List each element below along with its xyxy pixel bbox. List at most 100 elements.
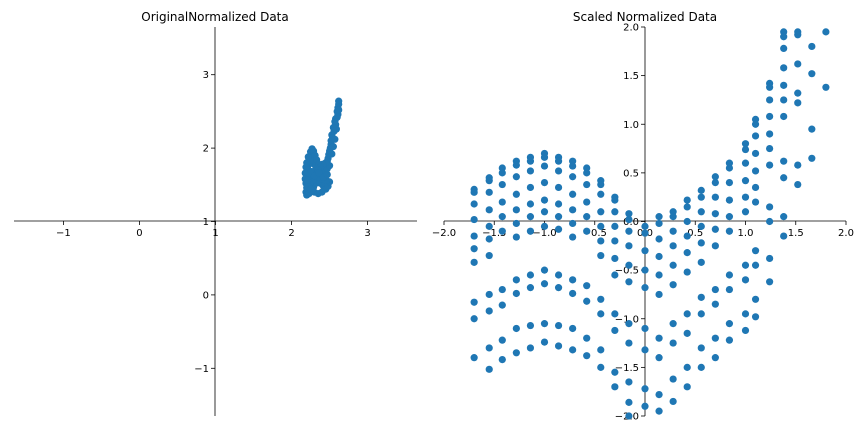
right-scatter-point — [540, 222, 549, 230]
right-scatter-point — [597, 237, 605, 245]
right-scatter-point — [641, 266, 649, 274]
right-scatter-point — [583, 334, 591, 342]
right-scatter-point — [669, 261, 677, 269]
right-scatter-point — [512, 276, 520, 284]
right-scatter-point — [711, 242, 719, 250]
right-scatter-point — [683, 196, 691, 204]
right-scatter-point — [766, 161, 774, 169]
right-scatter-point — [641, 385, 649, 393]
right-scatter-point — [540, 338, 549, 346]
right-scatter-point — [498, 301, 506, 309]
right-scatter-point — [540, 153, 549, 161]
right-scatter-point — [485, 251, 493, 260]
right-scatter-point — [711, 225, 719, 233]
right-y-tick-label: −1.0 — [615, 314, 639, 325]
right-scatter-point — [554, 213, 563, 221]
right-scatter-point — [683, 329, 691, 337]
right-x-tick-label: 2.0 — [838, 228, 854, 239]
right-scatter-point — [780, 213, 788, 221]
right-y-tick-label: 1.0 — [623, 120, 639, 131]
right-scatter-point — [808, 42, 816, 51]
right-scatter-point — [569, 206, 577, 214]
right-scatter-point — [470, 298, 478, 306]
left-point-group — [301, 97, 343, 199]
right-scatter-point — [540, 196, 549, 204]
right-scatter-point — [611, 383, 619, 391]
right-scatter-point — [711, 173, 719, 181]
right-scatter-point — [780, 64, 788, 72]
right-scatter-point — [569, 276, 577, 284]
right-scatter-point — [683, 363, 691, 371]
left-scatter-point — [323, 170, 331, 179]
right-x-tick-label: −1.0 — [532, 228, 556, 239]
right-scatter-point — [780, 174, 788, 182]
right-scatter-point — [526, 344, 535, 352]
left-x-tick-label: −1 — [56, 228, 71, 239]
right-scatter-point — [583, 352, 591, 360]
right-scatter-point — [583, 180, 591, 189]
right-scatter-point — [554, 342, 563, 350]
right-scatter-point — [625, 215, 633, 224]
right-scatter-point — [741, 276, 750, 284]
right-scatter-point — [611, 196, 619, 204]
right-scatter-point — [498, 285, 506, 294]
right-scatter-point — [583, 198, 591, 206]
right-scatter-point — [641, 324, 649, 333]
right-scatter-point — [485, 365, 493, 373]
right-scatter-point — [669, 213, 677, 221]
right-scatter-point — [669, 375, 677, 383]
right-scatter-point — [697, 208, 705, 216]
right-scatter-point — [669, 227, 677, 235]
right-scatter-point — [766, 278, 774, 286]
right-scatter-point — [540, 266, 549, 274]
right-scatter-point — [498, 169, 506, 177]
right-scatter-point — [655, 334, 663, 342]
right-scatter-point — [711, 179, 719, 187]
right-scatter-point — [711, 285, 719, 294]
right-scatter-point — [683, 268, 691, 276]
left-scatter-point — [302, 163, 310, 171]
right-scatter-point — [512, 219, 520, 228]
right-scatter-point — [526, 200, 535, 208]
left-scatter-point — [301, 169, 309, 177]
left-scatter-point — [335, 106, 343, 114]
right-scatter-point — [683, 383, 691, 391]
right-scatter-point — [526, 213, 535, 221]
right-scatter-point — [625, 339, 633, 347]
right-scatter-point — [766, 112, 774, 121]
right-scatter-point — [540, 162, 549, 170]
left-scatter-point — [303, 176, 312, 184]
right-scatter-point — [625, 278, 633, 286]
right-scatter-point — [611, 310, 619, 318]
right-y-tick-label: −0.5 — [615, 266, 639, 277]
left-scatter-point — [331, 135, 339, 143]
right-scatter-point — [485, 344, 493, 352]
right-scatter-point — [780, 44, 788, 52]
right-scatter-point — [526, 284, 535, 292]
right-scatter-point — [741, 261, 750, 269]
right-scatter-point — [751, 132, 760, 140]
right-scatter-point — [780, 81, 788, 89]
right-scatter-point — [597, 222, 605, 230]
right-scatter-point — [669, 339, 677, 347]
right-scatter-point — [697, 363, 705, 371]
right-subplot: Scaled Normalized Data −2.0 −1.5 −1.0 −0.5 0… — [432, 10, 854, 423]
right-scatter-point — [697, 258, 705, 266]
right-scatter-point — [485, 177, 493, 185]
right-scatter-point — [554, 157, 563, 165]
right-scatter-point — [498, 213, 506, 221]
right-scatter-point — [751, 198, 760, 206]
right-scatter-point — [655, 271, 663, 279]
right-scatter-point — [655, 235, 663, 243]
right-scatter-point — [725, 227, 734, 235]
right-scatter-point — [711, 210, 719, 218]
left-scatter-point — [304, 153, 312, 161]
right-scatter-point — [512, 173, 520, 181]
right-scatter-point — [697, 193, 705, 201]
right-scatter-point — [711, 354, 719, 362]
right-scatter-point — [741, 177, 750, 185]
left-chart-title: OriginalNormalized Data — [141, 10, 288, 24]
right-scatter-point — [751, 247, 760, 255]
right-scatter-point — [766, 96, 774, 104]
